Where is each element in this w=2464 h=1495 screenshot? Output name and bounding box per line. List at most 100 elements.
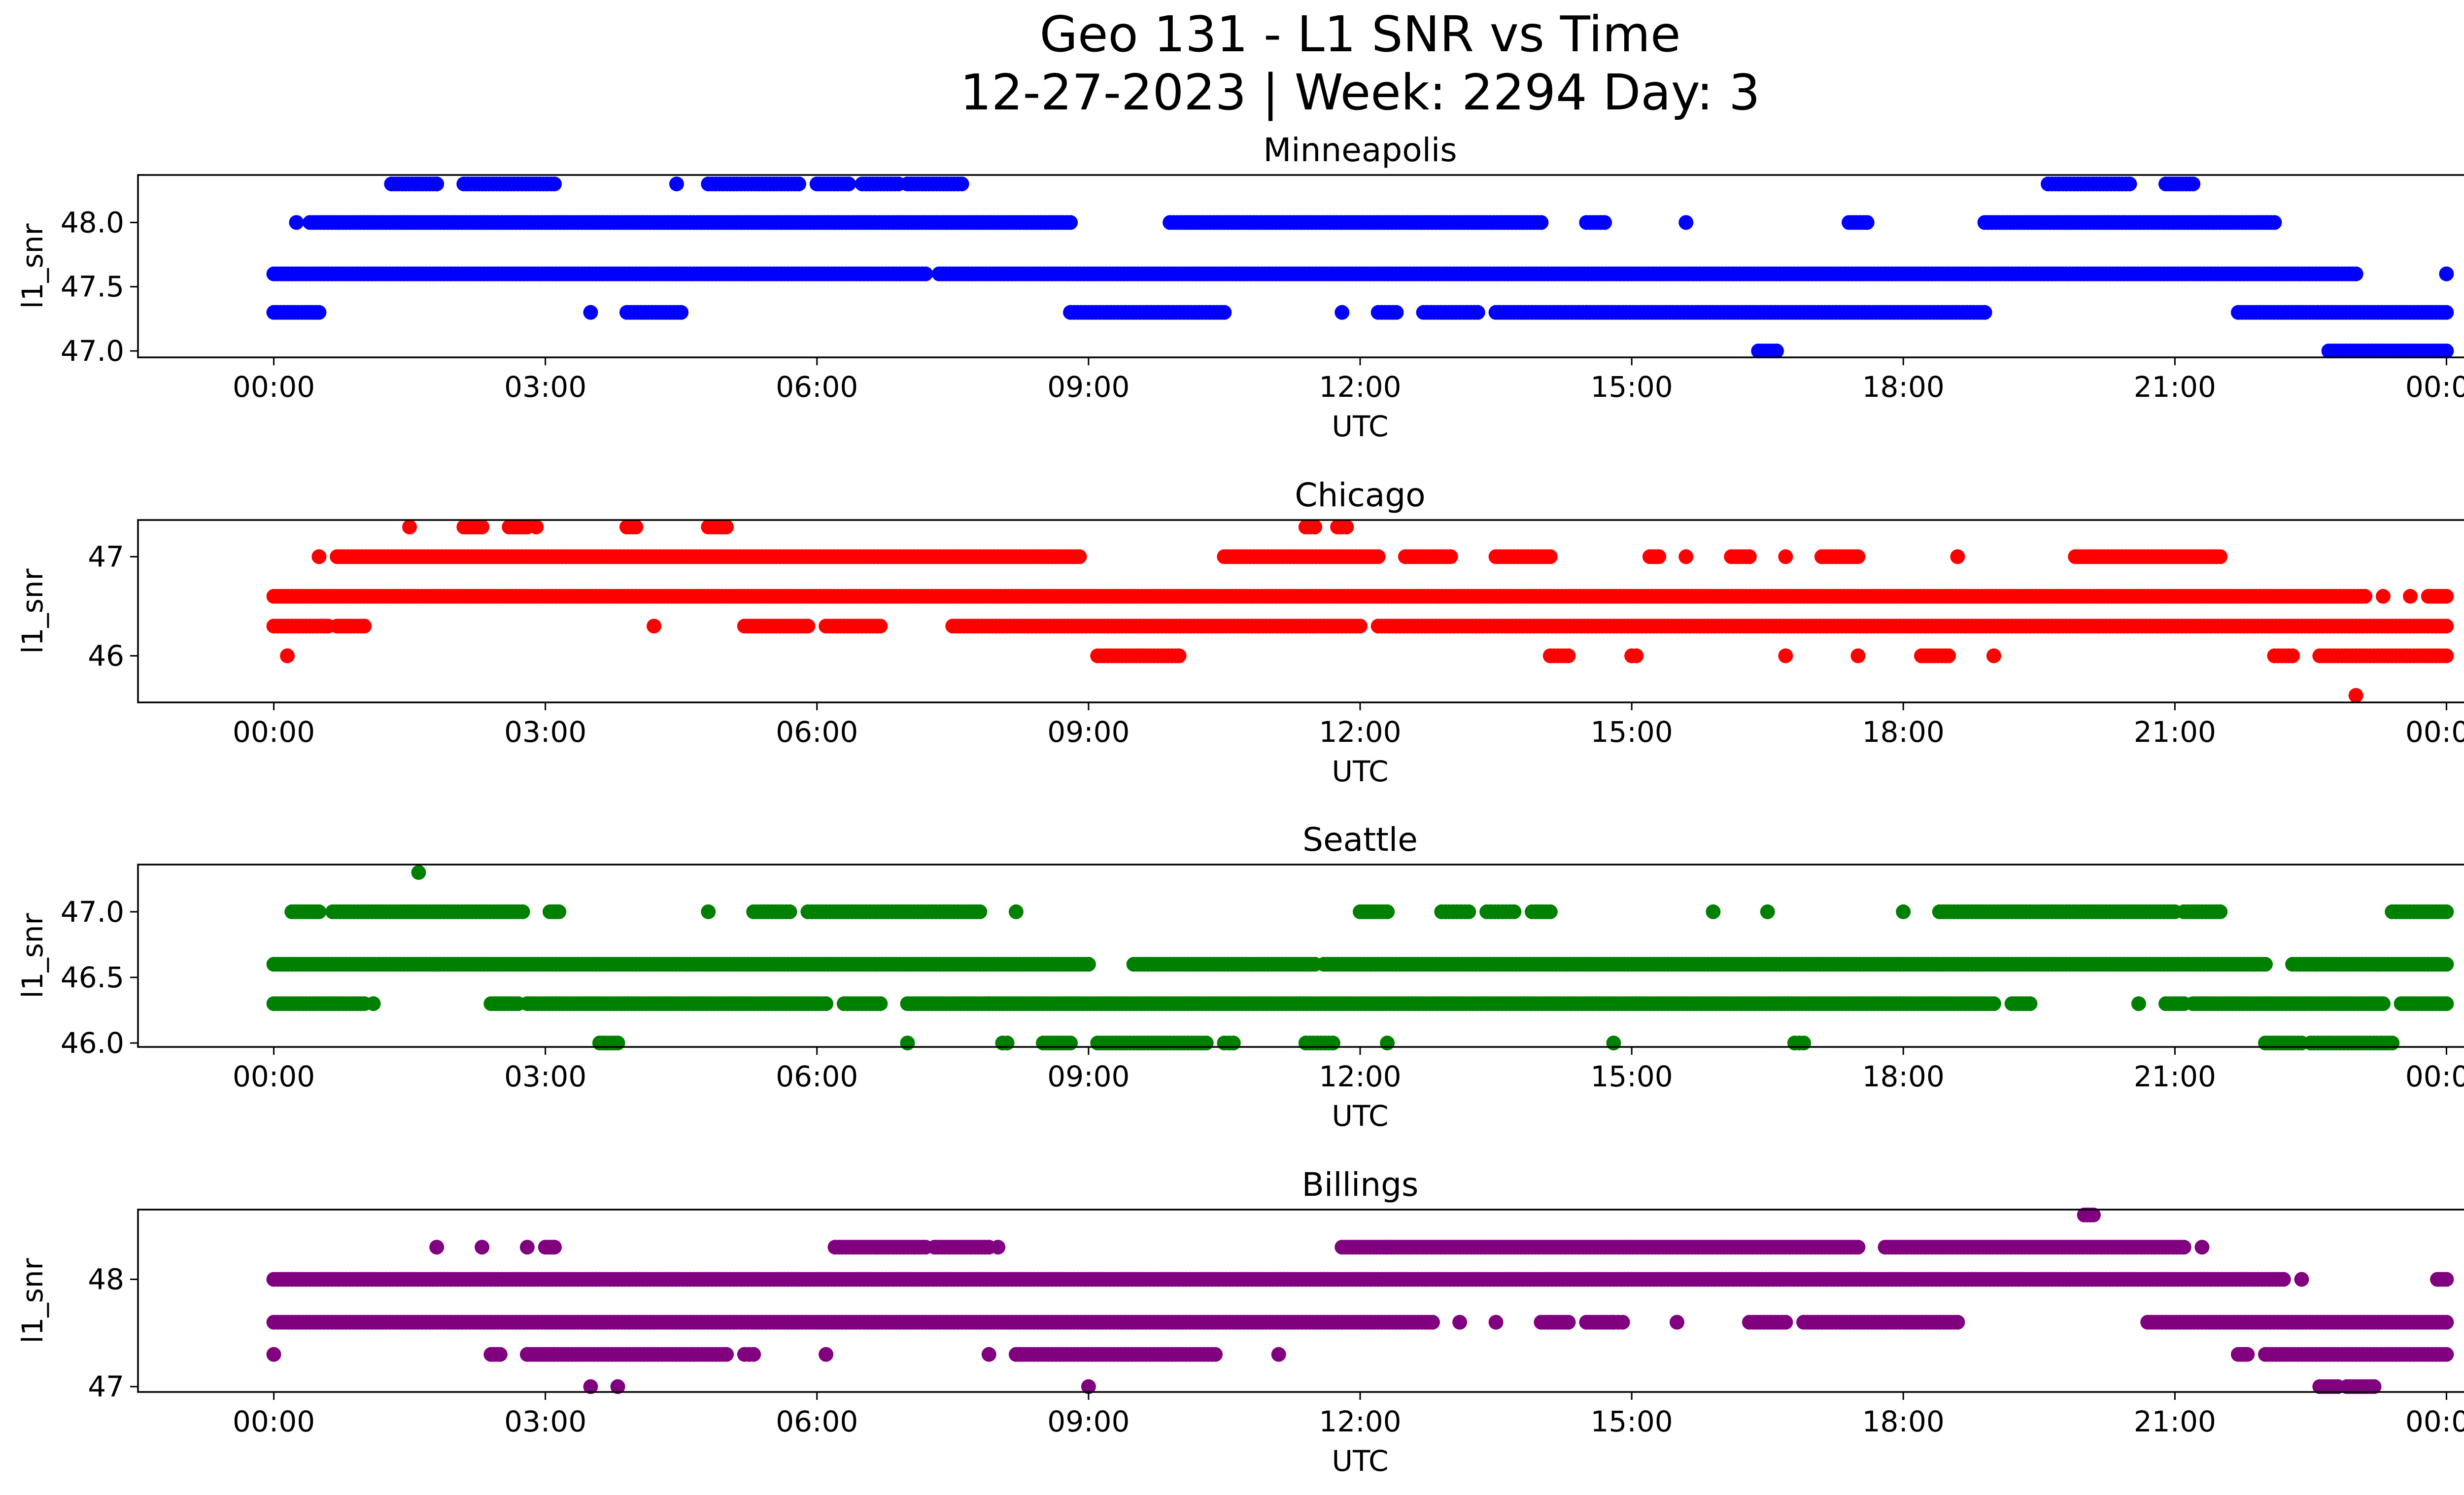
chicago-data-point: [1561, 648, 1576, 663]
seattle-data-point: [1506, 904, 1522, 919]
chicago-x-axis-label: UTC: [1332, 755, 1389, 788]
minneapolis-data-point: [2267, 215, 2282, 230]
figure-title-line-1: Geo 131 - L1 SNR vs Time: [1040, 5, 1681, 63]
minneapolis-x-tick-label: 12:00: [1319, 370, 1401, 404]
seattle-x-tick-label: 00:00: [233, 1060, 315, 1093]
seattle-data-point: [2258, 957, 2273, 972]
billings-data-point: [1850, 1240, 1866, 1255]
figure-title-line-2: 12-27-2023 | Week: 2294 Day: 3: [960, 64, 1760, 121]
minneapolis-x-tick-label: 15:00: [1591, 370, 1673, 404]
seattle-y-axis-label: l1_snr: [16, 913, 49, 998]
billings-data-point: [547, 1240, 562, 1255]
minneapolis-data-point: [1534, 215, 1549, 230]
chicago-data-point: [628, 520, 644, 535]
chicago-data-point: [1542, 549, 1558, 564]
chicago-data-point: [2285, 648, 2300, 663]
minneapolis-y-axis-label: l1_snr: [16, 223, 49, 309]
seattle-data-point: [900, 1036, 915, 1050]
panel-seattle: 00:00 03:00 06:00 09:00 12:00 15:00 18:00 21:00…: [16, 821, 2464, 1133]
chicago-data-point: [2375, 589, 2391, 604]
seattle-x-tick-label: 09:00: [1047, 1060, 1129, 1093]
seattle-plot-frame: [137, 864, 2464, 1048]
seattle-data-point: [2131, 996, 2146, 1011]
minneapolis-data-point: [669, 176, 684, 192]
chicago-data-point: [1353, 619, 1368, 634]
seattle-data-point: [873, 996, 888, 1011]
billings-points: [266, 1207, 2454, 1394]
chicago-x-tick-label: 03:00: [504, 715, 586, 749]
minneapolis-data-point: [1217, 305, 1232, 320]
minneapolis-data-point: [2186, 176, 2201, 192]
chicago-data-point: [1850, 549, 1866, 564]
chicago-data-point: [529, 520, 544, 535]
chicago-data-point: [1339, 520, 1354, 535]
chicago-x-tick-label: 00:00: [233, 715, 315, 749]
seattle-data-point: [1796, 1036, 1812, 1050]
chicago-y-tick-label: 47: [88, 540, 124, 573]
seattle-data-point: [311, 904, 327, 919]
minneapolis-data-point: [2439, 305, 2454, 320]
minneapolis-data-point: [841, 176, 856, 192]
seattle-data-point: [1325, 1036, 1340, 1050]
minneapolis-x-tick-label: 18:00: [1862, 370, 1945, 404]
minneapolis-data-point: [1977, 305, 1992, 320]
minneapolis-data-point: [1389, 305, 1404, 320]
chicago-data-point: [2403, 589, 2418, 604]
minneapolis-y-tick-label: 48.0: [61, 206, 124, 239]
minneapolis-data-point: [1859, 215, 1875, 230]
seattle-x-axis-label: UTC: [1332, 1099, 1389, 1133]
seattle-x-tick-label: 15:00: [1591, 1060, 1673, 1093]
chicago-data-point: [402, 520, 417, 535]
chicago-data-point: [2439, 648, 2454, 663]
panel-minneapolis: 00:00 03:00 06:00 09:00 12:00 15:00 18:00 21:00…: [16, 131, 2464, 443]
chicago-data-point: [2439, 619, 2454, 634]
minneapolis-data-point: [674, 305, 689, 320]
chicago-data-point: [1629, 648, 1644, 663]
billings-data-point: [475, 1240, 490, 1255]
chicago-data-point: [800, 619, 816, 634]
seattle-y-tick-label: 47.0: [61, 895, 124, 929]
minneapolis-x-axis-label: UTC: [1332, 410, 1389, 443]
chicago-data-point: [1986, 648, 2001, 663]
minneapolis-data-point: [2439, 344, 2454, 358]
chicago-data-point: [1742, 549, 1757, 564]
seattle-data-point: [1226, 1036, 1241, 1050]
chicago-x-tick-label: 18:00: [1862, 715, 1945, 749]
chicago-y-tick-label: 46: [88, 639, 124, 672]
seattle-data-point: [1198, 1036, 1214, 1050]
panel-chicago: 00:00 03:00 06:00 09:00 12:00 15:00 18:00 21:00…: [16, 476, 2464, 788]
chicago-data-point: [357, 619, 372, 634]
minneapolis-plot-frame: [137, 174, 2464, 358]
seattle-data-point: [1380, 1036, 1395, 1050]
minneapolis-data-point: [311, 305, 327, 320]
minneapolis-data-point: [2348, 266, 2363, 281]
seattle-data-point: [515, 904, 530, 919]
minneapolis-points: [266, 176, 2454, 358]
seattle-data-point: [1008, 904, 1024, 919]
seattle-y-tick-label: 46.5: [61, 961, 124, 994]
billings-data-point: [2194, 1240, 2210, 1255]
chicago-panel-title: Chicago: [1295, 476, 1425, 514]
seattle-data-point: [782, 904, 797, 919]
chicago-plot-frame: [137, 519, 2464, 703]
chicago-data-point: [1307, 520, 1323, 535]
minneapolis-data-point: [791, 176, 806, 192]
seattle-data-point: [819, 996, 834, 1011]
seattle-data-point: [1081, 957, 1096, 972]
minneapolis-x-tick-label: 00:00: [2405, 370, 2464, 404]
seattle-x-tick-label: 03:00: [504, 1060, 586, 1093]
seattle-x-tick-label: 06:00: [776, 1060, 858, 1093]
chicago-data-point: [1941, 648, 1956, 663]
seattle-data-point: [1986, 996, 2001, 1011]
minneapolis-data-point: [1769, 344, 1784, 358]
chicago-x-tick-label: 21:00: [2134, 715, 2216, 749]
minneapolis-data-point: [954, 176, 969, 192]
seattle-points: [266, 865, 2454, 1050]
chicago-x-tick-label: 09:00: [1047, 715, 1129, 749]
chicago-data-point: [1072, 549, 1087, 564]
chicago-data-point: [2358, 589, 2373, 604]
chicago-data-point: [1171, 648, 1187, 663]
chicago-data-point: [1778, 648, 1793, 663]
minneapolis-x-tick-label: 06:00: [776, 370, 858, 404]
